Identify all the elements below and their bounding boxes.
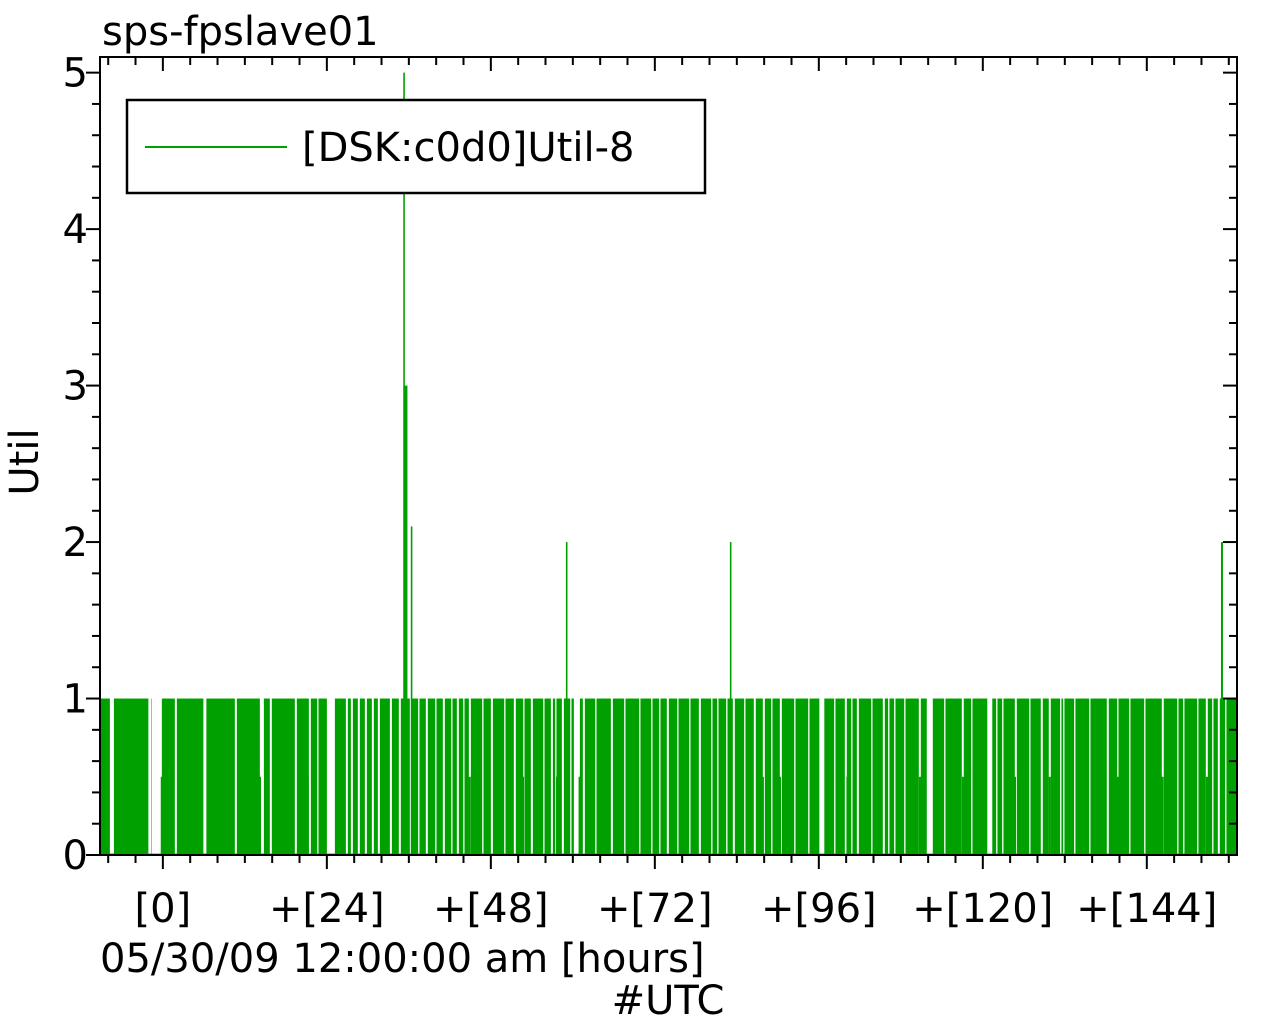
y-tick-label: 0 bbox=[63, 833, 88, 879]
x-tick-label: +[24] bbox=[269, 886, 385, 932]
y-tick-label: 1 bbox=[63, 677, 88, 723]
chart-title: sps-fpslave01 bbox=[102, 9, 379, 55]
y-tick-label: 5 bbox=[63, 51, 88, 97]
y-tick-label: 2 bbox=[63, 520, 88, 566]
x-tick-label: +[144] bbox=[1076, 886, 1217, 932]
tick-labels: [0] +[24] +[48] +[72] +[96] +[120] +[144] 0 1 2 3 4… bbox=[63, 51, 1218, 932]
x-tick-label: +[72] bbox=[597, 886, 713, 932]
axis-ticks bbox=[86, 57, 1237, 869]
plot-border bbox=[99, 56, 1238, 856]
y-tick-label: 3 bbox=[63, 364, 88, 410]
x-tick-label: +[96] bbox=[761, 886, 877, 932]
y-tick-label: 4 bbox=[63, 207, 88, 253]
x-axis-utc-label: #UTC bbox=[612, 978, 725, 1024]
legend-label: [DSK:c0d0]Util-8 bbox=[302, 125, 634, 171]
legend: [DSK:c0d0]Util-8 bbox=[125, 98, 707, 195]
x-tick-label: +[120] bbox=[912, 886, 1053, 932]
y-axis-label: Util bbox=[2, 428, 48, 495]
x-tick-label: [0] bbox=[135, 886, 192, 932]
x-axis-date-label: 05/30/09 12:00:00 am [hours] bbox=[100, 936, 705, 982]
series-impulses bbox=[101, 72, 1236, 855]
x-tick-label: +[48] bbox=[433, 886, 549, 932]
